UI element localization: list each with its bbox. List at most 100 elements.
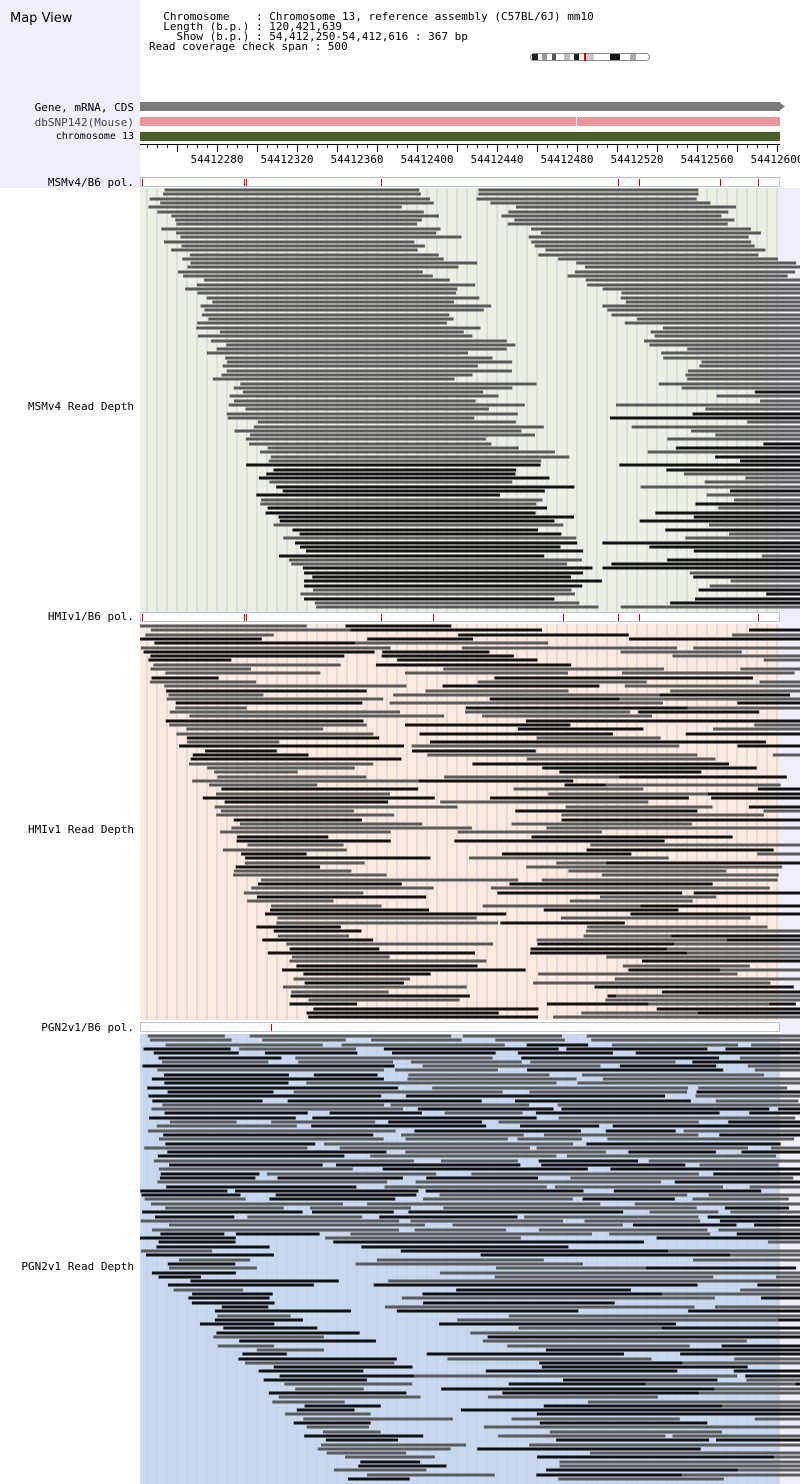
hmi-polymorphism-track[interactable] — [140, 612, 780, 622]
chromosome-track-label: chromosome 13 — [55, 131, 134, 142]
ruler-tick — [337, 144, 338, 152]
ruler-tick — [497, 144, 498, 152]
ruler-tick — [627, 144, 628, 148]
polymorphism-mark[interactable] — [142, 614, 143, 621]
pgn-depth-label: PGN2v1 Read Depth — [21, 1260, 134, 1273]
ruler-tick — [717, 144, 718, 148]
read-depth-plot[interactable] — [140, 1034, 800, 1484]
gene-track[interactable] — [140, 102, 780, 111]
ruler-tick — [527, 144, 528, 148]
ruler-tick — [407, 144, 408, 148]
ruler-tick — [357, 144, 358, 148]
ruler-tick — [267, 144, 268, 148]
ruler-tick — [317, 144, 318, 148]
read-depth-plot[interactable] — [140, 188, 800, 613]
chromosome-ideogram[interactable] — [530, 53, 650, 61]
map-view-title: Map View — [10, 11, 73, 26]
ruler-tick — [737, 144, 738, 152]
hmi-pol-label: HMIv1/B6 pol. — [47, 610, 134, 623]
ruler-tick — [677, 144, 678, 148]
ruler-tick-label: 54412520 — [610, 153, 664, 166]
snp-marker[interactable] — [576, 117, 577, 126]
polymorphism-mark[interactable] — [758, 179, 759, 186]
msm-read-depth-panel[interactable] — [140, 188, 800, 613]
ruler-tick-label: 54412560 — [680, 153, 734, 166]
ruler-tick — [547, 144, 548, 148]
ruler-tick — [387, 144, 388, 148]
ruler-tick — [327, 144, 328, 148]
polymorphism-mark[interactable] — [246, 179, 247, 186]
ruler-tick — [307, 144, 308, 148]
ruler-tick-label: 54412360 — [330, 153, 384, 166]
hmi-read-depth-panel[interactable] — [140, 624, 800, 1020]
header-background — [0, 0, 140, 188]
polymorphism-mark[interactable] — [244, 179, 245, 186]
ruler-tick-label: 54412480 — [540, 153, 594, 166]
ruler-tick — [147, 144, 148, 148]
polymorphism-mark[interactable] — [758, 614, 759, 621]
ruler-tick — [657, 144, 658, 152]
ruler-tick — [697, 144, 698, 152]
msm-depth-label: MSMv4 Read Depth — [28, 400, 134, 413]
ruler-tick — [617, 144, 618, 152]
ruler-tick — [537, 144, 538, 152]
polymorphism-mark[interactable] — [639, 614, 640, 621]
ruler-tick — [587, 144, 588, 148]
ruler-tick — [257, 144, 258, 152]
snp-track[interactable] — [140, 117, 780, 126]
ruler-tick — [777, 144, 778, 152]
ruler-tick — [447, 144, 448, 148]
ruler-tick — [767, 144, 768, 148]
polymorphism-mark[interactable] — [618, 179, 619, 186]
info-chromosome: Chromosome : Chromosome 13, reference as… — [150, 10, 594, 23]
ruler-tick — [477, 144, 478, 148]
ruler-tick — [647, 144, 648, 148]
ruler-tick — [227, 144, 228, 148]
chromosome-track[interactable] — [140, 132, 780, 141]
ruler-tick — [217, 144, 218, 152]
ruler-tick — [437, 144, 438, 148]
ruler-tick — [277, 144, 278, 148]
polymorphism-mark[interactable] — [271, 1024, 272, 1031]
ruler-tick — [507, 144, 508, 148]
polymorphism-mark[interactable] — [563, 614, 564, 621]
ruler-tick — [557, 144, 558, 148]
msm-polymorphism-track[interactable] — [140, 177, 780, 187]
ruler-tick — [747, 144, 748, 148]
polymorphism-mark[interactable] — [381, 179, 382, 186]
ruler-tick — [207, 144, 208, 148]
ruler-tick — [707, 144, 708, 148]
ruler-tick — [177, 144, 178, 152]
polymorphism-mark[interactable] — [433, 614, 434, 621]
pgn-polymorphism-track[interactable] — [140, 1022, 780, 1032]
gene-track-arrow-icon — [779, 102, 785, 111]
ruler-tick — [517, 144, 518, 148]
polymorphism-mark[interactable] — [142, 179, 143, 186]
ruler-tick-label: 54412600 — [750, 153, 800, 166]
ruler-tick — [187, 144, 188, 148]
gene-track-label: Gene, mRNA, CDS — [34, 101, 134, 114]
ruler-tick-label: 54412440 — [470, 153, 524, 166]
polymorphism-mark[interactable] — [618, 614, 619, 621]
ruler-tick — [637, 144, 638, 148]
polymorphism-mark[interactable] — [381, 614, 382, 621]
ruler-tick — [417, 144, 418, 152]
ruler-baseline — [140, 144, 780, 145]
ruler-tick — [607, 144, 608, 148]
ruler-tick-label: 54412320 — [260, 153, 314, 166]
polymorphism-mark[interactable] — [720, 179, 721, 186]
polymorphism-mark[interactable] — [244, 614, 245, 621]
snp-track-label: dbSNP142(Mouse) — [34, 116, 134, 129]
pgn-pol-label: PGN2v1/B6 pol. — [41, 1021, 134, 1034]
ruler-tick — [197, 144, 198, 148]
ruler-tick — [287, 144, 288, 148]
pgn-read-depth-panel[interactable] — [140, 1034, 800, 1484]
hmi-depth-label: HMIv1 Read Depth — [28, 823, 134, 836]
ruler-tick — [297, 144, 298, 152]
polymorphism-mark[interactable] — [246, 614, 247, 621]
read-depth-plot[interactable] — [140, 624, 800, 1020]
ruler-tick — [157, 144, 158, 148]
ruler-tick — [567, 144, 568, 148]
ruler-tick — [667, 144, 668, 148]
polymorphism-mark[interactable] — [639, 179, 640, 186]
